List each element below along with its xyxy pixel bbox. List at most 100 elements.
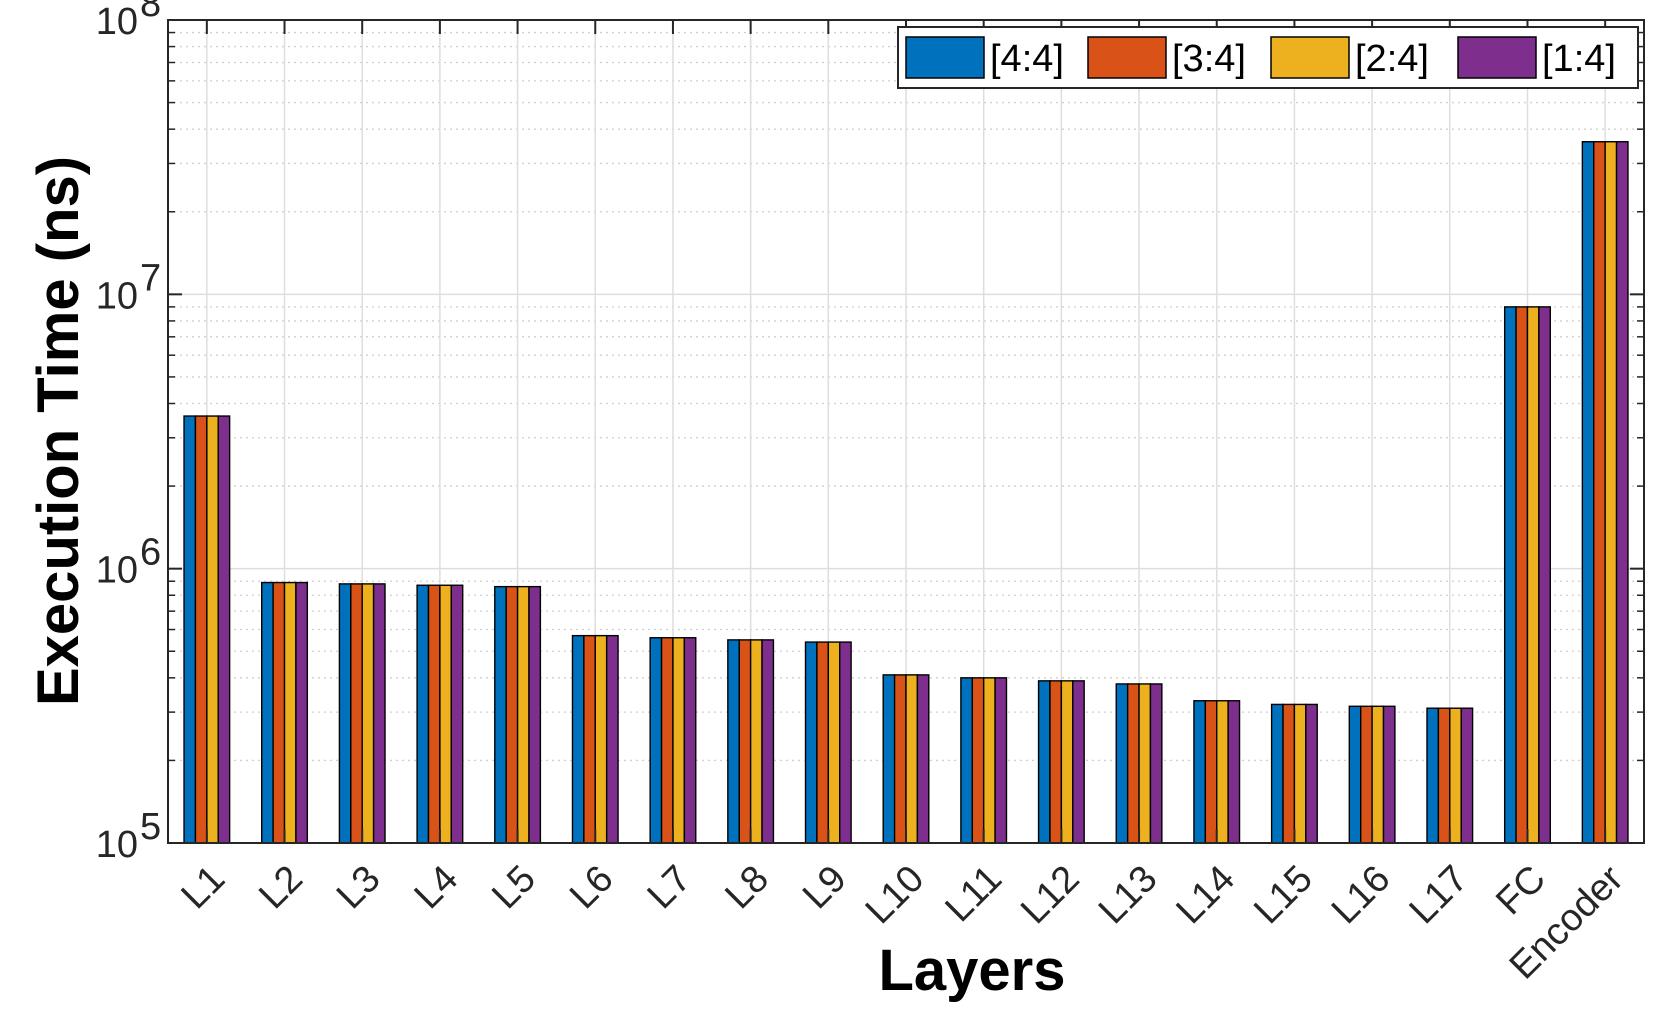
bar: [1115, 683, 1129, 844]
bar: [1282, 703, 1296, 844]
bar: [804, 641, 818, 844]
bar: [839, 641, 852, 844]
bar: [583, 634, 596, 844]
bar: [295, 581, 309, 844]
bar: [494, 585, 507, 844]
bar: [916, 674, 930, 844]
bar: [749, 639, 763, 844]
bar: [1138, 683, 1152, 844]
bars: [183, 141, 1629, 844]
bar: [1037, 680, 1051, 844]
bar: [1126, 683, 1140, 844]
x-tick-label: L14: [1169, 858, 1244, 933]
bar: [183, 415, 197, 844]
bar: [350, 583, 363, 844]
bar: [882, 674, 896, 844]
x-tick-label: L1: [174, 858, 234, 918]
bar: [283, 581, 297, 844]
y-tick-exponent: 8: [140, 0, 161, 25]
x-tick-label: L13: [1091, 858, 1166, 933]
bar: [761, 639, 775, 844]
x-tick-label: L4: [407, 858, 467, 918]
bar: [1204, 700, 1218, 844]
legend-swatch: [1270, 36, 1350, 79]
legend-swatch: [1087, 36, 1167, 79]
bar: [505, 585, 519, 844]
y-tick-label: 10: [96, 824, 138, 866]
bar: [893, 674, 907, 844]
bar: [1437, 707, 1451, 844]
bar: [450, 584, 464, 844]
bar: [516, 585, 530, 844]
bar: [427, 584, 441, 844]
bar: [1604, 141, 1618, 844]
bar: [1270, 703, 1284, 844]
bar: [1382, 705, 1396, 844]
y-tick-exponent: 7: [140, 257, 161, 299]
bar: [194, 415, 208, 844]
legend-swatch: [1457, 36, 1537, 79]
x-tick-label: L8: [717, 858, 777, 918]
bar: [971, 677, 985, 844]
bar: [1049, 680, 1063, 844]
bar: [738, 639, 752, 844]
x-tick-label: L17: [1402, 858, 1477, 933]
bar: [206, 415, 219, 844]
bar: [217, 415, 231, 844]
bar: [1426, 707, 1440, 844]
bar: [660, 637, 674, 844]
bar: [372, 583, 386, 844]
bar: [1193, 700, 1207, 844]
legend-label: [4:4]: [990, 38, 1064, 80]
bar: [272, 581, 286, 844]
bar: [439, 584, 452, 844]
bar: [960, 677, 973, 844]
bar: [528, 585, 542, 844]
bar: [338, 583, 352, 844]
y-axis-title: Execution Time (ns): [26, 156, 91, 706]
bar: [571, 634, 585, 844]
bar: [1360, 705, 1373, 844]
bar: [361, 583, 375, 844]
bar: [1515, 306, 1529, 844]
bar: [994, 677, 1008, 844]
bar: [683, 637, 697, 844]
bar: [727, 639, 740, 844]
x-tick-label: L12: [1013, 858, 1088, 933]
y-tick-exponent: 6: [140, 532, 161, 574]
bar: [1593, 141, 1606, 844]
x-tick-label: L15: [1246, 858, 1321, 933]
x-tick-label: L16: [1324, 858, 1399, 933]
bar: [649, 637, 663, 844]
bar: [1449, 707, 1462, 844]
y-tick-label: 10: [96, 1, 138, 43]
bar: [1072, 680, 1085, 844]
x-tick-label: L6: [562, 858, 622, 918]
bar: [1060, 680, 1074, 844]
bar: [1371, 705, 1385, 844]
bar: [1216, 700, 1229, 844]
x-tick-label: L5: [484, 858, 544, 918]
bar: [261, 581, 274, 844]
bar: [827, 641, 841, 844]
bar: [594, 634, 608, 844]
bar: [1227, 700, 1241, 844]
x-tick-label: L7: [640, 858, 700, 918]
bar: [416, 584, 430, 844]
legend: [4:4] [3:4] [2:4] [1:4]: [897, 26, 1639, 89]
y-tick-label: 10: [96, 275, 138, 317]
legend-label: [3:4]: [1172, 38, 1246, 80]
x-axis-title: Layers: [878, 938, 1065, 1003]
bar: [1503, 306, 1517, 844]
x-tick-label: L3: [329, 858, 389, 918]
bar: [982, 677, 996, 844]
bar: [1615, 141, 1629, 844]
x-tick-label: FC: [1488, 858, 1554, 924]
bar: [1305, 703, 1318, 844]
x-tick-label: L11: [938, 858, 1011, 931]
bar: [1348, 705, 1362, 844]
y-tick-exponent: 5: [140, 806, 161, 848]
bar: [1460, 707, 1474, 844]
